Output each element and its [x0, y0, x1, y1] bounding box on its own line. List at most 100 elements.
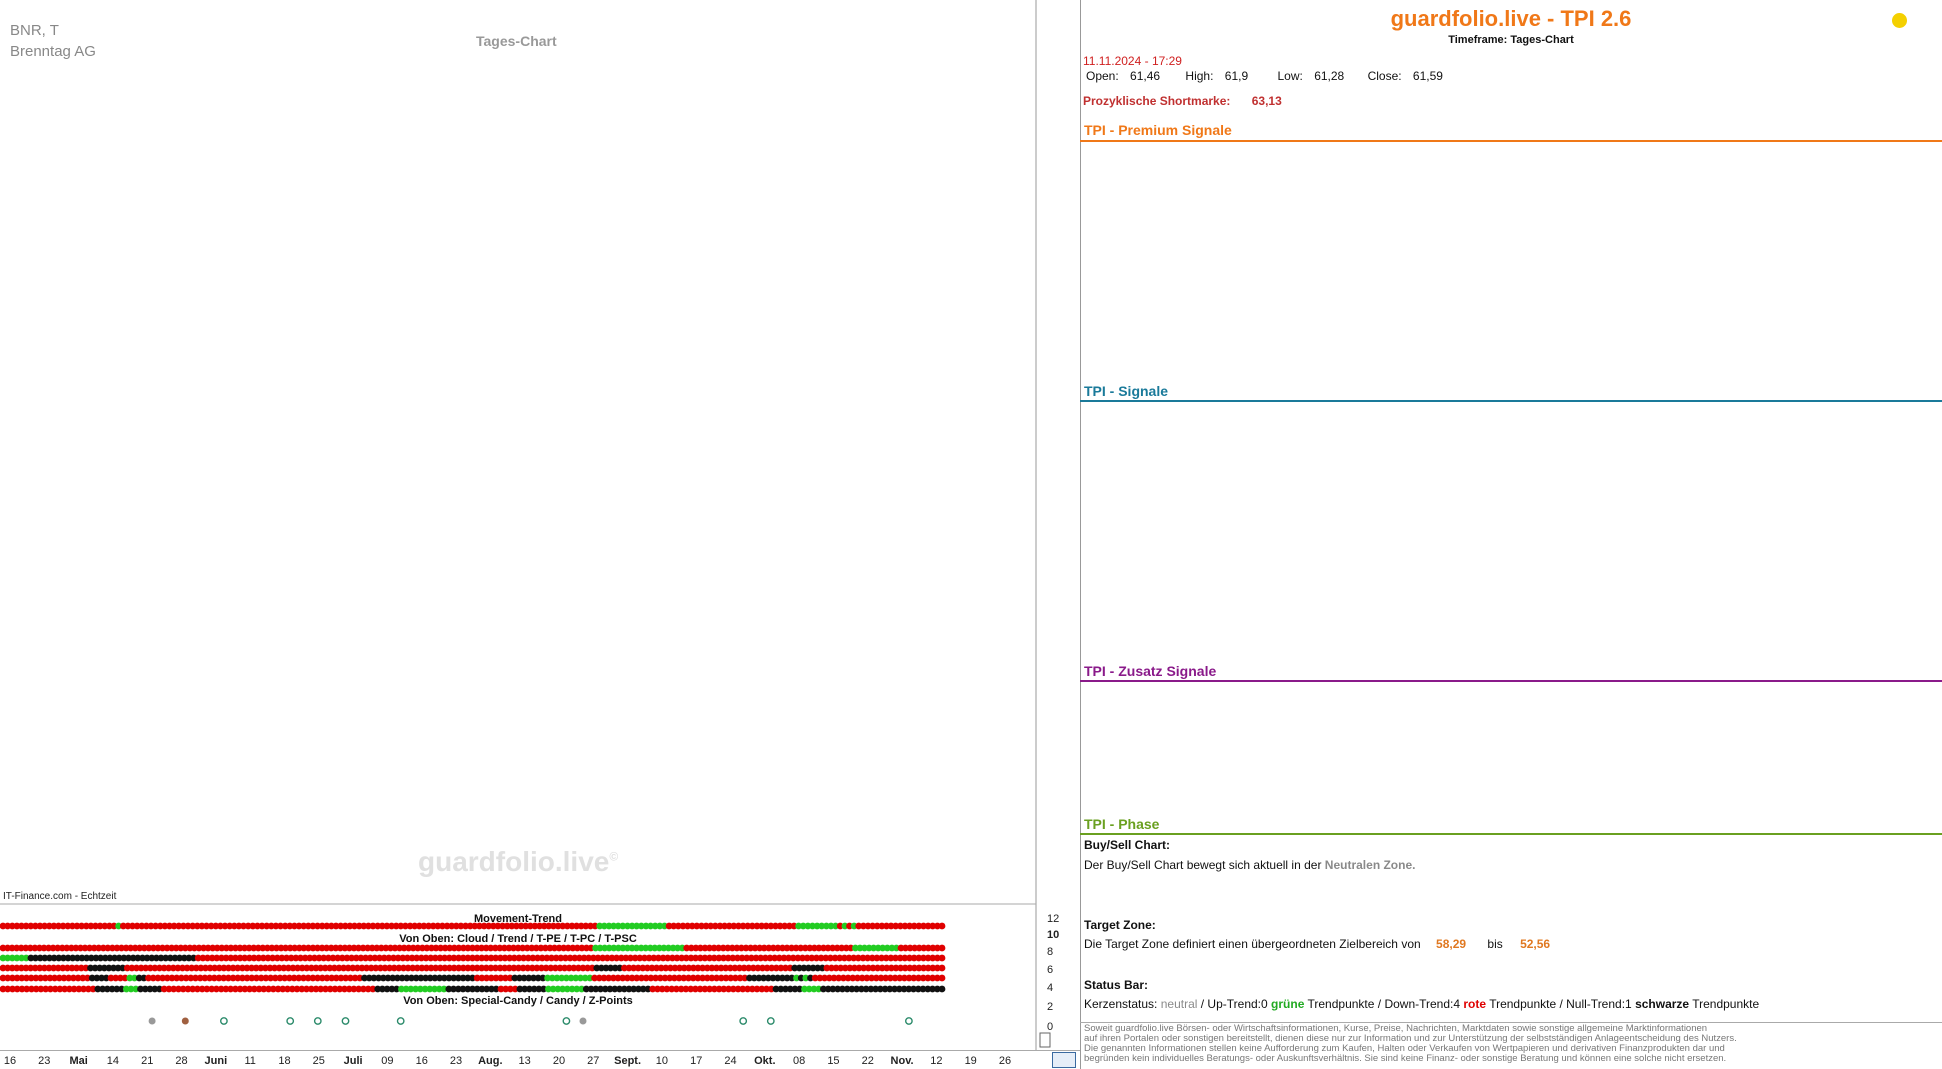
trend-dot [782, 985, 789, 993]
trend-dot [60, 954, 67, 962]
trend-dot [854, 954, 862, 962]
trend-dot [611, 985, 619, 993]
scale-icon[interactable] [1052, 1052, 1076, 1068]
trend-dot [450, 974, 458, 982]
trend-dot [59, 922, 67, 930]
trend-dot [469, 985, 476, 993]
trend-dot [711, 985, 718, 993]
trend-dot [298, 985, 306, 993]
trend-dot [185, 954, 193, 962]
trend-dot [668, 985, 676, 993]
trend-dot [336, 985, 344, 993]
trend-dot [746, 974, 753, 982]
trend-dot [356, 974, 364, 982]
trend-dot [457, 922, 465, 930]
trend-dot [22, 954, 30, 962]
trend-dot [194, 954, 202, 962]
trend-dot [887, 974, 894, 982]
ohlc-row: Open: 61,46 High: 61,9 Low: 61,28 Close:… [1086, 69, 1443, 83]
trend-dot [369, 922, 377, 930]
trend-dot [194, 985, 201, 993]
company-name: Brenntag AG [10, 43, 96, 60]
trend-dot [163, 974, 171, 982]
z-point [766, 1017, 775, 1025]
trend-dot [739, 985, 747, 993]
trend-dot [488, 985, 495, 993]
trend-dot [744, 985, 751, 993]
trend-dot [464, 985, 472, 993]
trend-dot [938, 974, 946, 982]
trend-dot [708, 974, 716, 982]
trend-dot [919, 985, 927, 993]
status-heading: Status Bar: [1084, 978, 1149, 992]
trend-dot [799, 954, 806, 962]
target-to: 52,56 [1520, 937, 1551, 951]
trend-dot [208, 985, 216, 993]
chart-watermark: guardfolio.live© [418, 846, 618, 878]
trend-dot [661, 974, 669, 982]
trend-dot [236, 985, 244, 993]
trend-dot [234, 964, 242, 972]
trend-dot [55, 974, 63, 982]
z-point [905, 1017, 913, 1025]
trend-dot [42, 985, 50, 993]
trend-dot [306, 954, 314, 962]
trend-dot [882, 954, 890, 962]
trend-dot [845, 954, 853, 962]
trend-dot [384, 974, 392, 982]
trend-dot [810, 985, 818, 993]
trend-dot [28, 985, 35, 993]
trend-dot [125, 954, 132, 962]
trend-dot [221, 922, 229, 930]
x-tick-label: Juli [344, 1055, 363, 1067]
trend-dot [342, 974, 350, 982]
trend-dot [538, 954, 546, 962]
trend-dot [323, 974, 331, 982]
source-label: IT-Finance.com - Echtzeit [3, 891, 117, 902]
buysell-heading: Buy/Sell Chart: [1084, 838, 1171, 852]
trend-dot [701, 985, 709, 993]
trend-dot [601, 985, 609, 993]
trend-dot [758, 985, 766, 993]
trend-dot [403, 974, 411, 982]
target-mid: bis [1487, 937, 1503, 951]
trend-dot [849, 974, 857, 982]
trend-dot [464, 974, 472, 982]
trend-dot [281, 974, 289, 982]
trend-dot [417, 974, 425, 982]
trend-dot [404, 954, 411, 962]
trend-dot [558, 974, 566, 982]
trend-dot [402, 985, 410, 993]
trend-dot [220, 974, 228, 982]
trend-dot [645, 954, 653, 962]
trend-dot [510, 954, 518, 962]
trend-dot [217, 985, 225, 993]
trend-dot [530, 974, 537, 982]
price-chart[interactable]: ALT67,8261,3660,3471,7967,9664,358,558,2… [0, 0, 1080, 1069]
trend-dot [920, 954, 927, 962]
trend-dot [23, 985, 31, 993]
trend-dot [361, 974, 368, 982]
trend-dot [539, 974, 547, 982]
trend-dot [630, 985, 638, 993]
trend-dot [402, 922, 409, 930]
trend-dot [801, 985, 808, 993]
x-tick-label: 28 [175, 1055, 187, 1067]
trend-dot [269, 954, 276, 962]
trend-dot [239, 974, 246, 982]
trend-dot [689, 974, 697, 982]
trend-dot [118, 985, 125, 993]
trend-dot [595, 974, 603, 982]
trend-dot [816, 974, 824, 982]
trend-dot [656, 974, 664, 982]
trend-dot [260, 985, 268, 993]
trend-dot [156, 985, 163, 993]
x-tick-label: 12 [930, 1055, 942, 1067]
trend-dot [312, 985, 320, 993]
watermark-mark: © [609, 849, 619, 864]
trend-dot [693, 922, 701, 930]
trend-dot [636, 954, 644, 962]
trend-dot [685, 974, 692, 982]
trend-dot [587, 985, 595, 993]
trend-dot [788, 974, 796, 982]
